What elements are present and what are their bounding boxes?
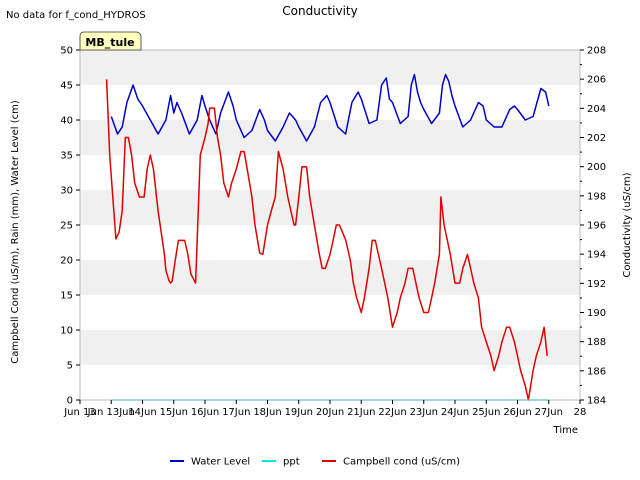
series-line <box>105 79 548 401</box>
x-tick-label: 18Jun <box>253 407 281 418</box>
x-tick-label: 21Jun <box>347 407 375 418</box>
background-band <box>80 190 580 225</box>
x-tick-label: Jun 13 <box>63 407 96 418</box>
left-tick-label: 25 <box>60 221 73 232</box>
background-band <box>80 260 580 295</box>
right-tick-label: 198 <box>587 191 606 202</box>
station-label: MB_tule <box>85 36 134 49</box>
right-tick-label: 206 <box>587 75 606 86</box>
x-tick-label: 25Jun <box>472 407 500 418</box>
right-tick-label: 194 <box>587 250 606 261</box>
x-tick-label: 27Jun <box>535 407 563 418</box>
right-tick-label: 200 <box>587 162 606 173</box>
right-axis: 184 186 188 190 192 194 196 198 200 202 204 206 208 <box>580 46 606 407</box>
x-tick-label: 16Jun <box>191 407 219 418</box>
left-tick-label: 40 <box>60 116 73 127</box>
left-tick-label: 20 <box>60 256 73 267</box>
left-tick-label: 50 <box>60 46 73 57</box>
x-tick-label: Jun 13Jun <box>87 407 135 418</box>
x-tick-label: 17Jun <box>222 407 250 418</box>
right-tick-label: 208 <box>587 46 606 57</box>
right-tick-label: 184 <box>587 396 606 407</box>
right-tick-label: 202 <box>587 133 606 144</box>
station-label-badge: MB_tule <box>79 31 142 51</box>
legend-label: Campbell cond (uS/cm) <box>343 457 460 468</box>
x-tick-label: 24Jun <box>441 407 469 418</box>
legend: Water Level ppt Campbell cond (uS/cm) <box>170 457 460 468</box>
left-tick-label: 15 <box>60 291 73 302</box>
background-band <box>80 50 580 85</box>
left-tick-label: 10 <box>60 326 73 337</box>
background-band <box>80 330 580 365</box>
x-tick-label: 20Jun <box>316 407 344 418</box>
series-line <box>110 73 550 142</box>
x-axis-label: Time <box>553 425 578 436</box>
left-tick-label: 45 <box>60 81 73 92</box>
no-data-note: No data for f_cond_HYDROS <box>6 10 146 21</box>
left-tick-label: 30 <box>60 186 73 197</box>
chart-title: Conductivity <box>282 4 357 18</box>
x-tick-label: 15Jun <box>160 407 188 418</box>
left-axis-label: Campbell Cond (uS/m), Rain (mm), Water L… <box>10 100 21 364</box>
x-tick-label: 14Jun <box>128 407 156 418</box>
x-tick-label: 28 <box>574 407 587 418</box>
right-axis-label: Conductivity (uS/cm) <box>622 172 633 277</box>
x-tick-label: 26Jun <box>503 407 531 418</box>
x-tick-label: 19Jun <box>285 407 313 418</box>
right-tick-label: 196 <box>587 221 606 232</box>
left-tick-label: 35 <box>60 151 73 162</box>
right-tick-label: 204 <box>587 104 606 115</box>
right-tick-label: 188 <box>587 337 606 348</box>
right-tick-label: 192 <box>587 279 606 290</box>
left-tick-label: 5 <box>67 361 73 372</box>
background-band <box>80 120 580 155</box>
left-tick-label: 0 <box>67 396 73 407</box>
right-tick-label: 186 <box>587 366 606 377</box>
left-axis: 0 5 10 15 20 25 30 35 40 45 50 <box>60 46 80 407</box>
x-tick-label: 23Jun <box>410 407 438 418</box>
right-tick-label: 190 <box>587 308 606 319</box>
legend-label: Water Level <box>191 457 250 468</box>
x-tick-label: 22Jun <box>378 407 406 418</box>
plot-background-bands <box>80 50 580 365</box>
legend-label: ppt <box>283 457 300 468</box>
